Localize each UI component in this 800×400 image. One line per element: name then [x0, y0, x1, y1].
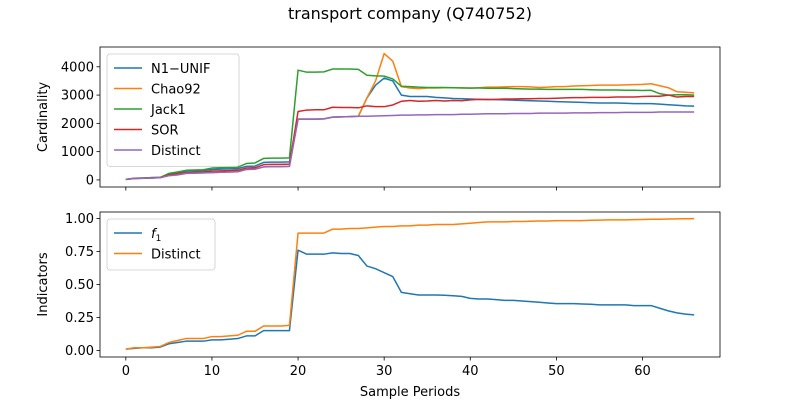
- plot-frame: [99, 46, 721, 188]
- legend-label: SOR: [151, 124, 179, 139]
- legend-label: Jack1: [150, 103, 186, 118]
- x-tick-label: 40: [462, 364, 479, 379]
- y-tick-label: 4000: [61, 60, 94, 75]
- chart-panel-2: 0 10 20 30 40 50 60 0.00 0.25 0.50 0.75 1.00 Indicat…: [36, 211, 721, 400]
- y-tick-label: 3000: [61, 89, 94, 104]
- legend: N1−UNIF Chao92 Jack1 SOR Distinct: [106, 53, 240, 167]
- x-tick-label: 0: [122, 364, 130, 379]
- chart-title: transport company (Q740752): [288, 4, 532, 23]
- y-tick-label: 0.25: [65, 311, 94, 326]
- legend-label: Distinct: [151, 144, 201, 159]
- x-tick-label: 10: [204, 364, 221, 379]
- series-line-1: [125, 249, 695, 350]
- y-tick-label: 2000: [61, 117, 94, 132]
- x-tick-label: 30: [376, 364, 393, 379]
- series-line-2: [125, 217, 695, 350]
- x-tick-label: 50: [548, 364, 565, 379]
- y-axis-label: Cardinality: [36, 82, 51, 153]
- series-line-5: [125, 111, 695, 181]
- x-axis-label: Sample Periods: [360, 385, 460, 400]
- y-tick-label: 1.00: [65, 212, 94, 227]
- series-line-3: [125, 68, 695, 181]
- legend: f1 Distinct: [106, 218, 216, 271]
- series-group: [125, 52, 695, 181]
- legend-label: f1: [151, 227, 161, 244]
- series-line-1: [125, 77, 695, 181]
- series-line-4: [125, 94, 695, 181]
- series-group: [125, 217, 695, 350]
- y-axis-label: Indicators: [36, 252, 51, 316]
- x-tick-label: 20: [290, 364, 307, 379]
- y-tick-label: 0.75: [65, 245, 94, 260]
- y-tick-label: 1000: [61, 145, 94, 160]
- y-tick-label: 0.00: [65, 344, 94, 359]
- legend-label: N1−UNIF: [151, 62, 210, 77]
- x-tick-label: 60: [634, 364, 651, 379]
- legend-box: [106, 218, 216, 271]
- panels: 0 1000 2000 3000 4000 Cardinality N1−UNIF Chao9…: [36, 46, 721, 400]
- y-tick-label: 0: [86, 173, 94, 188]
- legend-label: Chao92: [151, 83, 201, 98]
- y-tick-label: 0.50: [65, 278, 94, 293]
- legend-label: Distinct: [151, 248, 201, 263]
- chart-panel-1: 0 1000 2000 3000 4000 Cardinality N1−UNIF Chao9…: [36, 46, 721, 191]
- legend-box: [106, 53, 240, 167]
